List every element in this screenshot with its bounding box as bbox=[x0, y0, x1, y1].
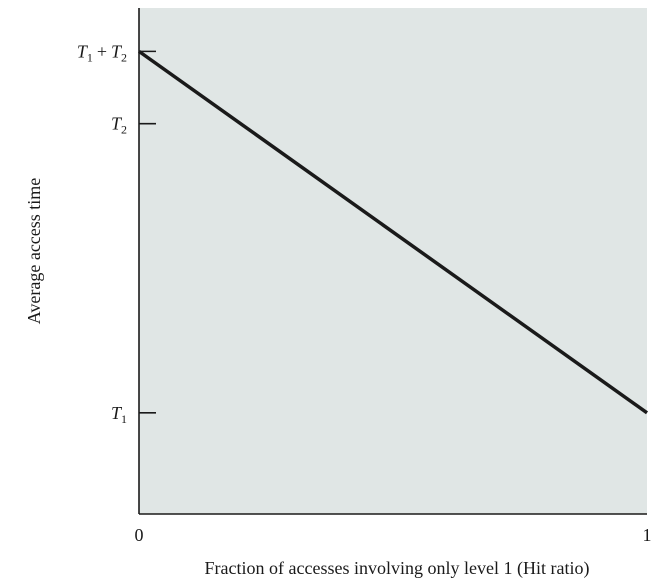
series-line bbox=[137, 49, 649, 415]
y-tick-label-part: + bbox=[97, 41, 107, 61]
x-tick-label: 1 bbox=[643, 525, 652, 545]
y-tick-label-part: T bbox=[111, 114, 123, 134]
y-tick-label-part: 1 bbox=[87, 50, 93, 64]
x-tick-label: 0 bbox=[135, 525, 144, 545]
y-tick-label-part: 2 bbox=[121, 123, 127, 137]
series-layer bbox=[137, 49, 649, 415]
y-tick-label-part: T bbox=[77, 41, 89, 61]
y-tick-label: T1 bbox=[111, 403, 127, 426]
y-tick-label-part: T bbox=[111, 41, 123, 61]
y-tick-label: T2 bbox=[111, 114, 127, 137]
y-tick-label: T1 + T2 bbox=[77, 41, 127, 64]
x-axis-title: Fraction of accesses involving only leve… bbox=[205, 558, 590, 579]
y-tick-label-part: 2 bbox=[121, 50, 127, 64]
y-axis-title: Average access time bbox=[24, 178, 44, 325]
y-tick-label-part: T bbox=[111, 403, 123, 423]
y-tick-label-part: 1 bbox=[121, 412, 127, 426]
plot-area bbox=[139, 8, 647, 514]
